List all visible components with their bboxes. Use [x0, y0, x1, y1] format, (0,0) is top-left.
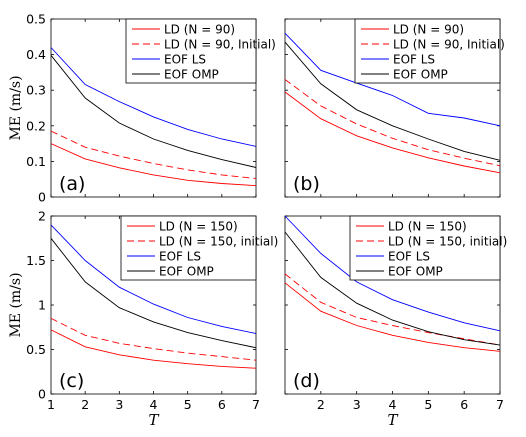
- legend-entry: EOF LS: [164, 53, 206, 67]
- panel-label: (c): [59, 370, 84, 392]
- series-line-4: [284, 231, 501, 346]
- y-axis-label: ME (m/s): [8, 272, 24, 337]
- y-tick-label: 0: [38, 190, 46, 205]
- legend-entry: EOF OMP: [164, 68, 219, 82]
- legend: LD (N = 150)LD (N = 150, initial)EOF LSE…: [120, 215, 278, 281]
- x-tick-label: 6: [218, 397, 226, 412]
- series-line-2: [50, 130, 257, 179]
- legend-entry: LD (N = 90): [164, 23, 235, 37]
- legend-entry: LD (N = 150, initial): [388, 235, 507, 249]
- panel-c: 0 0.5 1 1.5 2 1 2 3 4 5 6 7 ME (m/s) T LD (N = 150)LD …: [8, 209, 278, 430]
- y-axis-label: ME (m/s): [8, 75, 24, 140]
- x-tick-label: 3: [115, 397, 123, 412]
- legend: LD (N = 150)LD (N = 150, initial)EOF LSE…: [349, 215, 507, 281]
- legend-entry: EOF LS: [388, 250, 430, 264]
- y-tick-label: 0.5: [26, 12, 46, 27]
- legend: LD (N = 90)LD (N = 90, Initial)EOF LSEOF…: [125, 18, 276, 84]
- x-axis-label: T: [148, 411, 159, 429]
- x-tick-label: 7: [496, 397, 504, 412]
- x-tick-label: 2: [317, 397, 325, 412]
- y-tick-label: 1.5: [26, 253, 46, 268]
- legend: LD (N = 90)LD (N = 90, Initial)EOF LSEOF…: [354, 18, 505, 84]
- panel-label: (b): [293, 173, 320, 195]
- series-line-1: [284, 91, 501, 174]
- legend-box: [125, 18, 257, 84]
- legend-entry: EOF OMP: [393, 68, 448, 82]
- panel-label: (a): [59, 173, 85, 195]
- panel-b: LD (N = 90)LD (N = 90, Initial)EOF LSEOF…: [284, 18, 505, 198]
- series-line-1: [50, 143, 257, 187]
- legend-entry: LD (N = 90): [393, 23, 464, 37]
- y-tick-label: 1: [38, 298, 46, 313]
- y-tick-label: 0: [38, 387, 46, 402]
- x-tick-label: 5: [184, 397, 192, 412]
- y-tick-label: 2: [38, 209, 46, 224]
- legend-entry: LD (N = 150, initial): [159, 235, 278, 249]
- y-tick-label: 0.2: [26, 118, 46, 133]
- x-tick-label: 4: [389, 397, 397, 412]
- x-tick-label: 6: [460, 397, 468, 412]
- x-tick-label: 5: [424, 397, 432, 412]
- series-line-4: [50, 238, 257, 349]
- y-tick-label: 0.3: [26, 83, 46, 98]
- x-tick-label: 1: [47, 397, 55, 412]
- x-tick-label: 2: [81, 397, 89, 412]
- legend-box: [349, 215, 501, 281]
- y-tick-label: 0.4: [26, 47, 46, 62]
- series-line-1: [284, 282, 501, 352]
- legend-entry: EOF OMP: [159, 265, 214, 279]
- x-tick-label: 3: [353, 397, 361, 412]
- series-line-2: [284, 79, 501, 167]
- legend-entry: LD (N = 150): [159, 220, 238, 234]
- legend-entry: LD (N = 90, Initial): [164, 38, 276, 52]
- legend-entry: EOF LS: [393, 53, 435, 67]
- y-tick-label: 0.5: [26, 342, 46, 357]
- series-line-3: [284, 32, 501, 127]
- panel-label: (d): [293, 370, 320, 392]
- series-line-3: [50, 47, 257, 147]
- series-line-3: [50, 224, 257, 334]
- series-line-2: [284, 273, 501, 346]
- legend-entry: EOF LS: [159, 250, 201, 264]
- x-axis-label: T: [387, 411, 398, 429]
- y-tick-label: 0.1: [26, 154, 46, 169]
- legend-box: [120, 215, 257, 281]
- legend-entry: LD (N = 150): [388, 220, 467, 234]
- series-line-3: [284, 215, 501, 332]
- series-line-4: [284, 41, 501, 161]
- series-line-1: [50, 329, 257, 369]
- panel-d: 2 3 4 5 6 7 T LD (N = 150)LD (N = 150, initial)…: [284, 215, 507, 429]
- legend-entry: EOF OMP: [388, 265, 443, 279]
- panel-a: 0 0.1 0.2 0.3 0.4 0.5 ME (m/s) LD (N = 90)LD (N…: [8, 12, 276, 205]
- series-line-2: [50, 317, 257, 361]
- x-tick-label: 7: [252, 397, 260, 412]
- legend-entry: LD (N = 90, Initial): [393, 38, 505, 52]
- x-tick-label: 4: [150, 397, 158, 412]
- legend-box: [354, 18, 501, 84]
- series-line-4: [50, 55, 257, 168]
